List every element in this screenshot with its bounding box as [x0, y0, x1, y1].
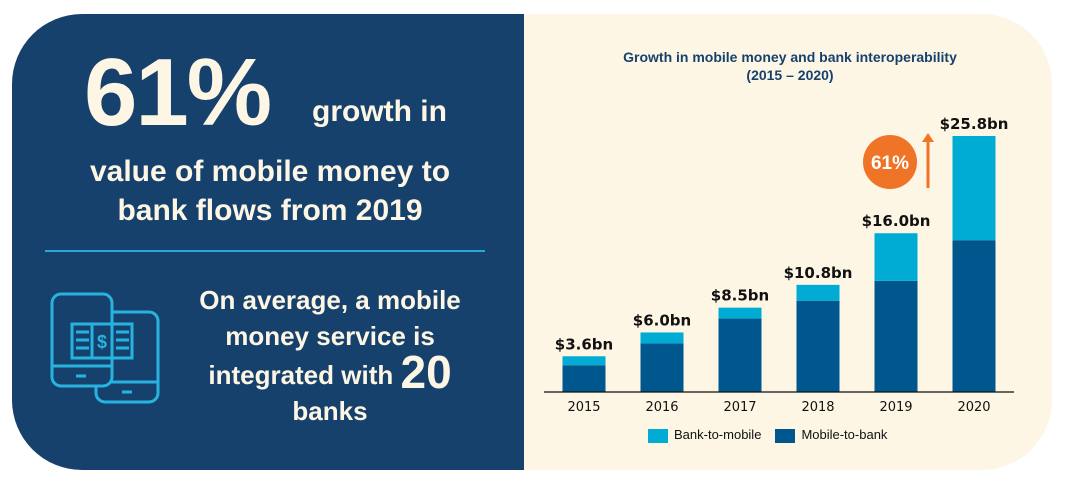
x-tick-label-2017: 2017 [723, 400, 756, 415]
stat-line-3: integrated with 20 [180, 349, 480, 395]
chart-title-main: Growth in mobile money and bank interope… [623, 49, 957, 65]
svg-text:$: $ [97, 332, 107, 352]
stat-line-2: money service is [225, 321, 435, 351]
bar-mobile-to-bank-2017 [718, 318, 762, 392]
divider [45, 250, 485, 252]
x-tick-label-2018: 2018 [801, 400, 834, 415]
bar-bank-to-mobile-2017 [718, 307, 762, 319]
total-label-2019: $16.0bn [862, 212, 931, 230]
stat-number: 20 [400, 346, 452, 398]
stat-line-4: banks [292, 396, 368, 426]
legend-item-mobile-to-bank: Mobile-to-bank [775, 427, 887, 443]
bar-mobile-to-bank-2016 [640, 343, 684, 392]
total-label-2016: $6.0bn [633, 311, 691, 329]
growth-badge-label: 61% [871, 153, 909, 174]
total-label-2020: $25.8bn [940, 115, 1009, 133]
chart-title: Growth in mobile money and bank interope… [560, 48, 1020, 84]
stat-line-1: On average, a mobile [199, 285, 461, 315]
stacked-bar-chart: $3.6bn 2015 $6.0bn 2016 $8.5bn 2017 $10.8bn 201… [544, 115, 1014, 415]
legend-swatch [648, 428, 668, 443]
x-tick-label-2016: 2016 [645, 400, 678, 415]
legend-swatch [775, 428, 796, 443]
total-label-2018: $10.8bn [784, 264, 853, 282]
headline-percentage: 61% [84, 39, 272, 146]
chart-legend: Bank-to-mobile Mobile-to-bank [648, 427, 887, 443]
bar-mobile-to-bank-2019 [874, 280, 918, 392]
growth-badge [863, 135, 917, 189]
headline-suffix: growth in [312, 95, 447, 128]
chart-subtitle: (2015 – 2020) [746, 67, 834, 83]
legend-label: Bank-to-mobile [674, 427, 762, 442]
x-tick-label-2020: 2020 [957, 400, 990, 415]
legend-label: Mobile-to-bank [801, 427, 888, 442]
headline-line-3: bank flows from 2019 [117, 194, 423, 227]
headline-line-2: value of mobile money to [89, 155, 451, 188]
bar-mobile-to-bank-2015 [562, 365, 606, 392]
headline-text: value of mobile money to bank flows from… [30, 152, 510, 230]
stat-line-3-prefix: integrated with [208, 360, 394, 390]
bar-mobile-to-bank-2020 [952, 240, 996, 392]
bar-bank-to-mobile-2020 [952, 136, 996, 241]
x-tick-label-2019: 2019 [879, 400, 912, 415]
bar-bank-to-mobile-2015 [562, 356, 606, 366]
mobile-money-phones-icon: $ [50, 292, 160, 404]
x-tick-label-2015: 2015 [567, 400, 600, 415]
bar-bank-to-mobile-2018 [796, 284, 840, 301]
bar-mobile-to-bank-2018 [796, 300, 840, 392]
legend-item-bank-to-mobile: Bank-to-mobile [648, 427, 761, 443]
total-label-2015: $3.6bn [555, 335, 613, 353]
growth-arrow-icon [922, 133, 934, 142]
bar-bank-to-mobile-2016 [640, 332, 684, 344]
integration-stat: On average, a mobile money service is in… [180, 282, 480, 429]
total-label-2017: $8.5bn [711, 287, 769, 305]
bar-bank-to-mobile-2019 [874, 233, 918, 281]
